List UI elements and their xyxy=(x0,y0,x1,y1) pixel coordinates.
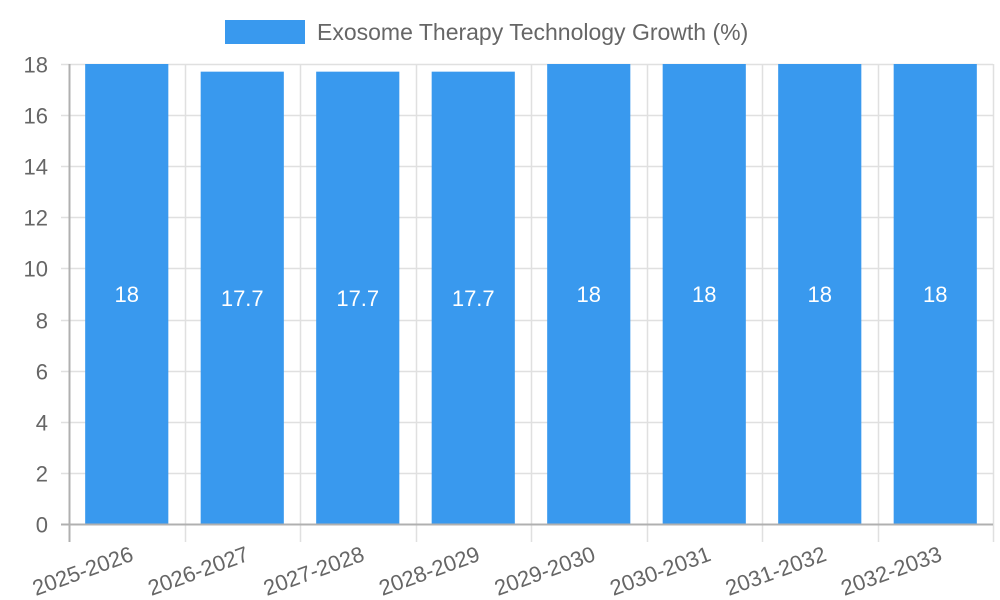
y-tick-label: 14 xyxy=(24,155,48,180)
y-axis-ticks: 0 2 4 6 8 10 12 14 16 18 xyxy=(24,53,48,538)
data-label: 17.7 xyxy=(452,286,495,311)
y-tick-label: 12 xyxy=(24,206,48,231)
y-tick-label: 8 xyxy=(36,309,48,334)
x-tick-label: 2029-2030 xyxy=(491,541,598,600)
bar[interactable] xyxy=(85,64,169,524)
data-label: 18 xyxy=(577,282,601,307)
x-tick-label: 2026-2027 xyxy=(145,541,252,600)
y-tick-label: 0 xyxy=(36,513,48,538)
legend-label: Exosome Therapy Technology Growth (%) xyxy=(317,18,749,45)
x-tick-label: 2032-2033 xyxy=(838,541,945,600)
bar[interactable] xyxy=(547,64,631,524)
data-label: 17.7 xyxy=(336,286,379,311)
y-tick-label: 6 xyxy=(36,360,48,385)
y-tick-label: 2 xyxy=(36,462,48,487)
x-tick-label: 2025-2026 xyxy=(29,541,136,600)
chart-legend[interactable]: Exosome Therapy Technology Growth (%) xyxy=(225,19,748,45)
bar[interactable] xyxy=(316,71,400,525)
y-tick-label: 10 xyxy=(24,257,48,282)
bar[interactable] xyxy=(431,71,515,525)
bar[interactable] xyxy=(893,64,977,524)
y-tick-label: 16 xyxy=(24,104,48,129)
data-label: 17.7 xyxy=(221,286,264,311)
bars xyxy=(85,64,977,525)
x-tick-label: 2027-2028 xyxy=(260,541,367,600)
x-tick-label: 2028-2029 xyxy=(376,541,483,600)
x-tick-label: 2031-2032 xyxy=(722,541,829,600)
bar[interactable] xyxy=(662,64,746,524)
bar[interactable] xyxy=(778,64,862,524)
data-labels: 18 17.7 17.7 17.7 18 18 18 18 xyxy=(115,282,948,311)
data-label: 18 xyxy=(692,282,716,307)
legend-swatch xyxy=(225,20,305,44)
data-label: 18 xyxy=(115,282,139,307)
data-label: 18 xyxy=(923,282,947,307)
bar[interactable] xyxy=(200,71,284,525)
x-tick-label: 2030-2031 xyxy=(607,541,714,600)
x-axis-ticks: 2025-2026 2026-2027 2027-2028 2028-2029 2029… xyxy=(29,541,945,600)
y-tick-label: 18 xyxy=(24,53,48,78)
y-tick-label: 4 xyxy=(36,411,48,436)
data-label: 18 xyxy=(808,282,832,307)
